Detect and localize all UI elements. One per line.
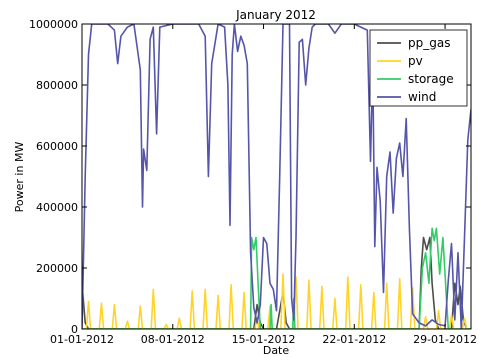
x-tick-label: 22-01-2012	[322, 333, 386, 346]
plot-area	[81, 23, 472, 330]
series-layer	[82, 24, 471, 329]
x-tick-label: 08-01-2012	[141, 333, 205, 346]
y-tick-label: 400000	[36, 201, 78, 214]
x-axis-title: Date	[263, 344, 290, 357]
plot-frame	[81, 23, 472, 330]
y-tick-label: 800000	[36, 79, 78, 92]
series-line-pp_gas	[82, 236, 471, 329]
y-tick-label: 600000	[36, 140, 78, 153]
legend-label-pv: pv	[408, 54, 423, 68]
x-tick-label: 01-01-2012	[50, 333, 114, 346]
legend-label-storage: storage	[408, 72, 454, 86]
chart-title: January 2012	[235, 8, 316, 22]
x-axis: 01-01-2012 08-01-2012 15-01-2012 22-01-2012…	[50, 24, 477, 346]
y-tick-label: 1000000	[29, 18, 78, 31]
legend-label-wind: wind	[408, 90, 436, 104]
y-axis: 0 200000 400000 600000 800000 1000000	[29, 18, 471, 336]
x-tick-label: 15-01-2012	[232, 333, 296, 346]
legend-label-pp_gas: pp_gas	[408, 36, 450, 50]
series-line-storage	[82, 227, 471, 329]
x-tick-label: 29-01-2012	[413, 333, 477, 346]
y-tick-label: 0	[71, 323, 78, 336]
series-line-wind	[82, 24, 471, 329]
y-axis-title: Power in MW	[13, 142, 26, 213]
y-tick-label: 200000	[36, 262, 78, 275]
